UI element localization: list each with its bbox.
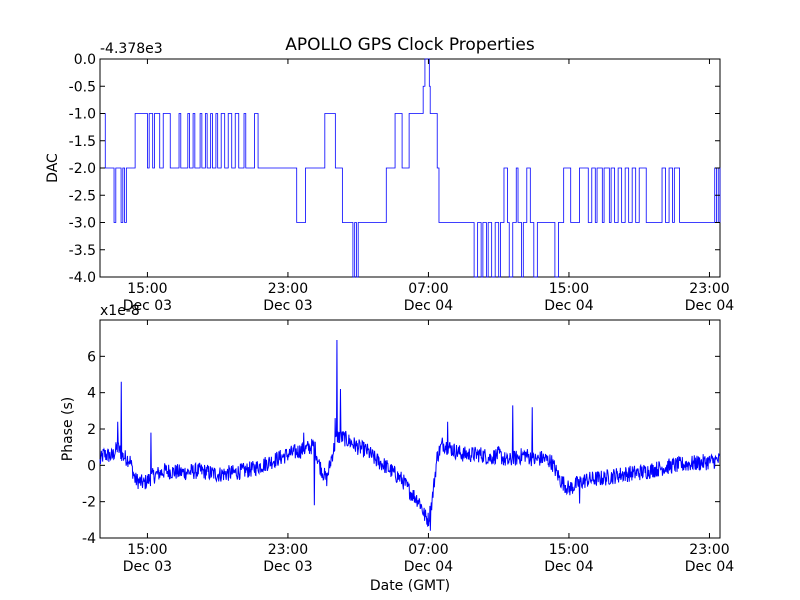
dac-x-tick-time: 15:00 — [127, 281, 167, 297]
phase-y-tick-label: 6 — [87, 349, 96, 365]
dac-x-tick-time: 15:00 — [549, 281, 589, 297]
dac-panel: 0.0 -0.5 -1.0 -1.5 -2.0 -2.5 -3.0 -3.5 -4.0 15:00… — [45, 41, 734, 314]
phase-y-tick-label: -4 — [82, 531, 96, 547]
dac-x-tick-date: Dec 04 — [404, 298, 453, 314]
phase-x-tick-time: 23:00 — [689, 542, 729, 558]
phase-x-axis-label: Date (GMT) — [370, 578, 450, 594]
phase-x-tick-date: Dec 04 — [544, 559, 593, 575]
dac-y-tick-label: -1.0 — [69, 107, 96, 123]
chart-title: APOLLO GPS Clock Properties — [285, 35, 535, 55]
dac-series-group — [100, 58, 721, 278]
phase-x-tick-time: 07:00 — [408, 542, 448, 558]
dac-ticks-group: 0.0 -0.5 -1.0 -1.5 -2.0 -2.5 -3.0 -3.5 -4.0 15:00… — [69, 52, 735, 314]
dac-x-tick-time: 23:00 — [268, 281, 308, 297]
dac-offset-label: -4.378e3 — [100, 41, 163, 57]
phase-x-tick-date: Dec 04 — [404, 559, 453, 575]
dac-x-tick-date: Dec 03 — [123, 298, 172, 314]
dac-y-tick-label: -1.5 — [69, 134, 96, 150]
dac-y-tick-label: -0.5 — [69, 79, 96, 95]
phase-y-tick-label: 2 — [87, 422, 96, 438]
dac-y-tick-label: -2.0 — [69, 161, 96, 177]
phase-x-tick-time: 15:00 — [549, 542, 589, 558]
dac-y-tick-label: -2.5 — [69, 188, 96, 204]
phase-y-tick-label: 4 — [87, 386, 96, 402]
phase-x-tick-date: Dec 03 — [263, 559, 312, 575]
dac-y-axis-label: DAC — [45, 153, 61, 183]
dac-x-tick-date: Dec 04 — [685, 298, 734, 314]
dac-y-tick-label: -3.5 — [69, 243, 96, 259]
phase-x-tick-time: 23:00 — [268, 542, 308, 558]
phase-x-tick-date: Dec 03 — [123, 559, 172, 575]
phase-offset-label: x1e-8 — [100, 303, 140, 319]
phase-x-tick-date: Dec 04 — [685, 559, 734, 575]
dac-y-tick-label: 0.0 — [74, 52, 96, 68]
phase-series-group — [99, 339, 721, 531]
dac-x-tick-date: Dec 03 — [263, 298, 312, 314]
phase-series-line — [99, 339, 721, 531]
dac-series-line — [100, 58, 721, 278]
dac-y-tick-label: -4.0 — [69, 270, 96, 286]
phase-y-tick-label: 0 — [87, 458, 96, 474]
phase-y-tick-label: -2 — [82, 495, 96, 511]
phase-y-axis-label: Phase (s) — [60, 397, 76, 461]
dac-x-tick-time: 23:00 — [689, 281, 729, 297]
dac-x-tick-date: Dec 04 — [544, 298, 593, 314]
phase-x-tick-time: 15:00 — [127, 542, 167, 558]
dac-y-tick-label: -3.0 — [69, 216, 96, 232]
dac-x-tick-time: 07:00 — [408, 281, 448, 297]
